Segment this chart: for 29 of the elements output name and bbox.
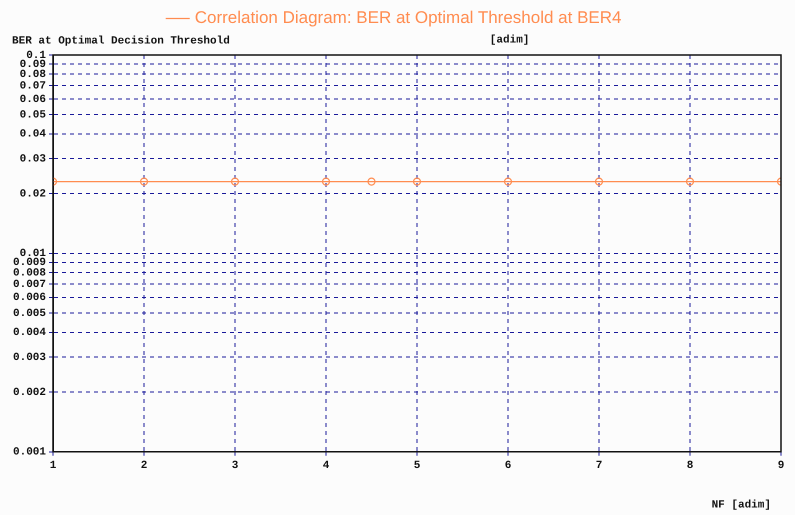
x-axis-title: NF [adim] [712,499,771,512]
y-tick-label: 0.02 [20,188,46,200]
y-tick-label: 0.006 [12,292,46,304]
y-axis-title: BER at Optimal Decision Threshold [12,35,230,48]
x-tick-label: 6 [504,460,512,472]
y-tick-label: 0.07 [20,80,46,92]
x-tick-label: 2 [140,460,148,472]
y-tick-label: 0.09 [20,58,46,71]
x-tick-label: 4 [322,460,330,472]
y-tick-label: 0.001 [12,446,46,459]
x-tick-label: 3 [232,460,239,472]
legend-label: Correlation Diagram: BER at Optimal Threshold at BER4 [194,8,622,28]
y-tick-label: 0.06 [20,94,46,106]
x-tick-label: 7 [596,460,602,472]
y-tick-label: 0.004 [12,327,46,340]
y-tick-label: 0.03 [20,154,46,166]
y-tick-label: 0.04 [20,128,46,141]
y-tick-label: 0.007 [12,278,46,291]
x-tick-label: 1 [50,460,57,472]
x-tick-label: 5 [414,460,421,472]
x-tick-label: 8 [686,460,694,472]
y-tick-label: 0.002 [12,386,46,399]
y-tick-label: 0.08 [20,68,46,81]
y-tick-label: 0.005 [12,308,46,320]
y-tick-label: 0.05 [20,109,46,122]
y-tick-label: 0.003 [12,352,46,364]
x-tick-label: 9 [778,460,784,472]
y-tick-label: 0.008 [12,267,46,280]
text: [adim] [490,34,530,46]
